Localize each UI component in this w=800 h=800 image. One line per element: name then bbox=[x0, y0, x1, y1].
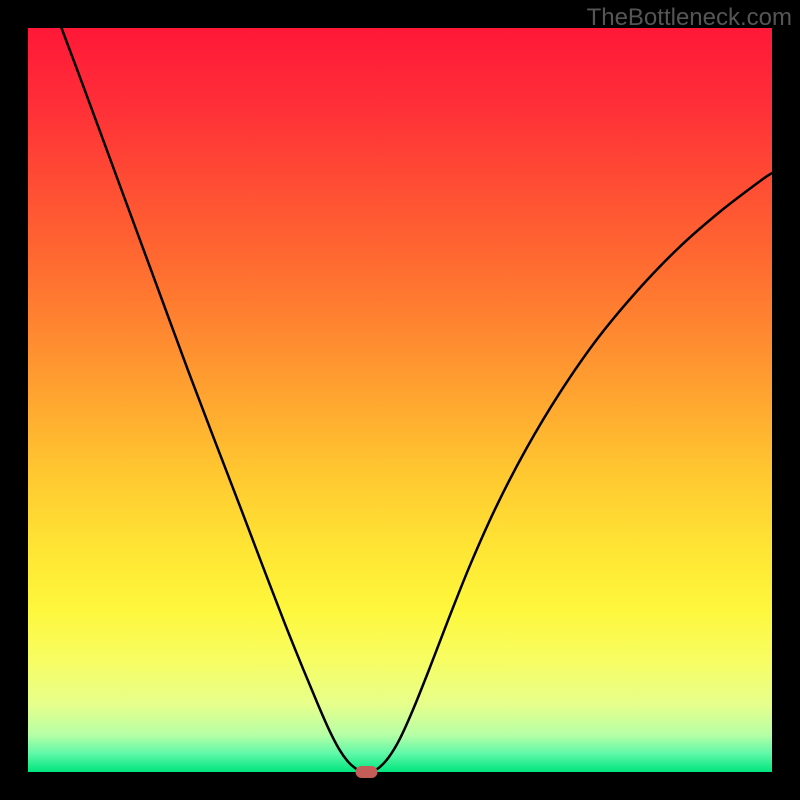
bottleneck-chart bbox=[0, 0, 800, 800]
plot-background bbox=[28, 28, 772, 772]
chart-container: TheBottleneck.com bbox=[0, 0, 800, 800]
watermark-text: TheBottleneck.com bbox=[587, 4, 792, 32]
minimum-marker bbox=[356, 766, 378, 778]
